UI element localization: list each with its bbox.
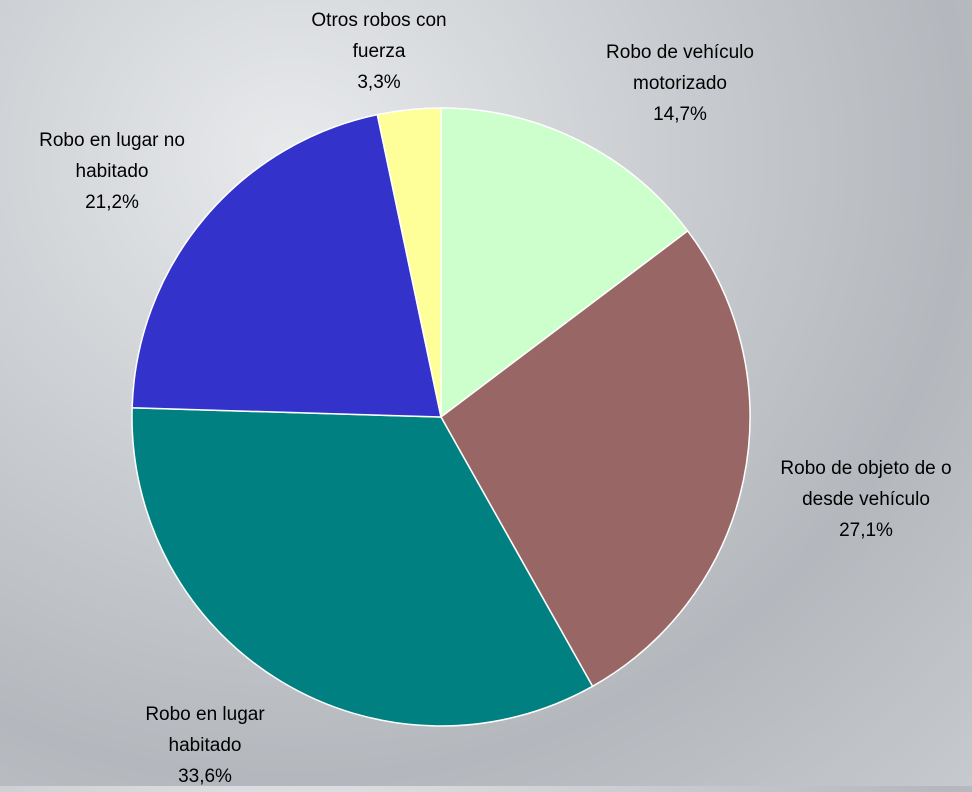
pie-slice <box>131 406 594 727</box>
value-label: 14,7% <box>653 104 707 125</box>
slice-label: Robo en lugar no habitado 21,2% <box>25 125 200 218</box>
pie-slice <box>440 229 751 688</box>
pie-slice <box>376 107 442 418</box>
slice-label: Otros robos con fuerza 3,3% <box>299 5 459 98</box>
value-label: 3,3% <box>357 72 401 93</box>
value-label: 33,6% <box>178 766 232 787</box>
value-label: 27,1% <box>839 520 893 541</box>
slice-label: Robo de objeto de o desde vehículo 27,1% <box>756 453 972 546</box>
category-label: Robo de objeto de o desde vehículo <box>780 458 952 510</box>
category-label: Otros robos con fuerza <box>311 10 447 62</box>
slice-label: Robo de vehículo motorizado 14,7% <box>580 37 780 130</box>
pie-slice <box>440 107 689 419</box>
category-label: Robo en lugar habitado <box>145 704 265 756</box>
category-label: Robo en lugar no habitado <box>39 130 185 182</box>
value-label: 21,2% <box>85 192 139 213</box>
pie-slice <box>131 113 442 418</box>
category-label: Robo de vehículo motorizado <box>606 42 754 94</box>
slice-label: Robo en lugar habitado 33,6% <box>135 699 275 792</box>
